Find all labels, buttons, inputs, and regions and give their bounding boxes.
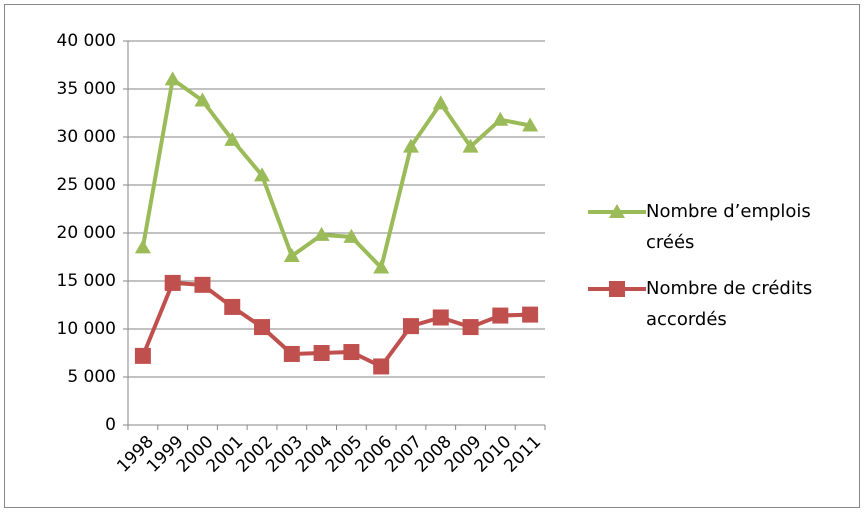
marker (492, 111, 509, 126)
marker (402, 318, 419, 335)
marker (522, 306, 539, 323)
marker (462, 319, 479, 336)
marker (164, 71, 181, 86)
y-tick-label: 15 000 (57, 271, 116, 291)
legend-marker (609, 204, 625, 218)
marker (224, 131, 241, 146)
marker (194, 92, 211, 107)
marker (492, 307, 509, 324)
marker (462, 138, 479, 153)
marker (373, 259, 390, 274)
legend-marker (609, 281, 625, 297)
marker (432, 95, 449, 110)
chart-border (4, 4, 860, 508)
marker (432, 309, 449, 326)
y-tick-label: 25 000 (57, 175, 116, 195)
y-tick-label: 0 (105, 415, 116, 435)
y-tick-label: 35 000 (57, 79, 116, 99)
marker (313, 226, 330, 241)
marker (254, 319, 271, 336)
marker (522, 117, 539, 132)
marker (164, 274, 181, 291)
marker (343, 344, 360, 361)
legend-label: Nombre d’emplois créés (646, 201, 811, 253)
marker (373, 358, 390, 375)
marker (224, 298, 241, 315)
marker (402, 138, 419, 153)
marker (194, 276, 211, 293)
y-tick-label: 30 000 (57, 127, 116, 147)
marker (283, 248, 300, 263)
y-tick-label: 20 000 (57, 223, 116, 243)
marker (134, 347, 151, 364)
series-line (140, 77, 531, 270)
legend-label: Nombre de crédits accordés (646, 278, 813, 330)
marker (254, 167, 271, 182)
marker (283, 345, 300, 362)
y-tick-label: 5 000 (67, 367, 116, 387)
y-tick-label: 10 000 (57, 319, 116, 339)
marker (343, 228, 360, 243)
marker (313, 345, 330, 361)
marker (134, 239, 151, 254)
y-tick-label: 40 000 (57, 31, 116, 51)
